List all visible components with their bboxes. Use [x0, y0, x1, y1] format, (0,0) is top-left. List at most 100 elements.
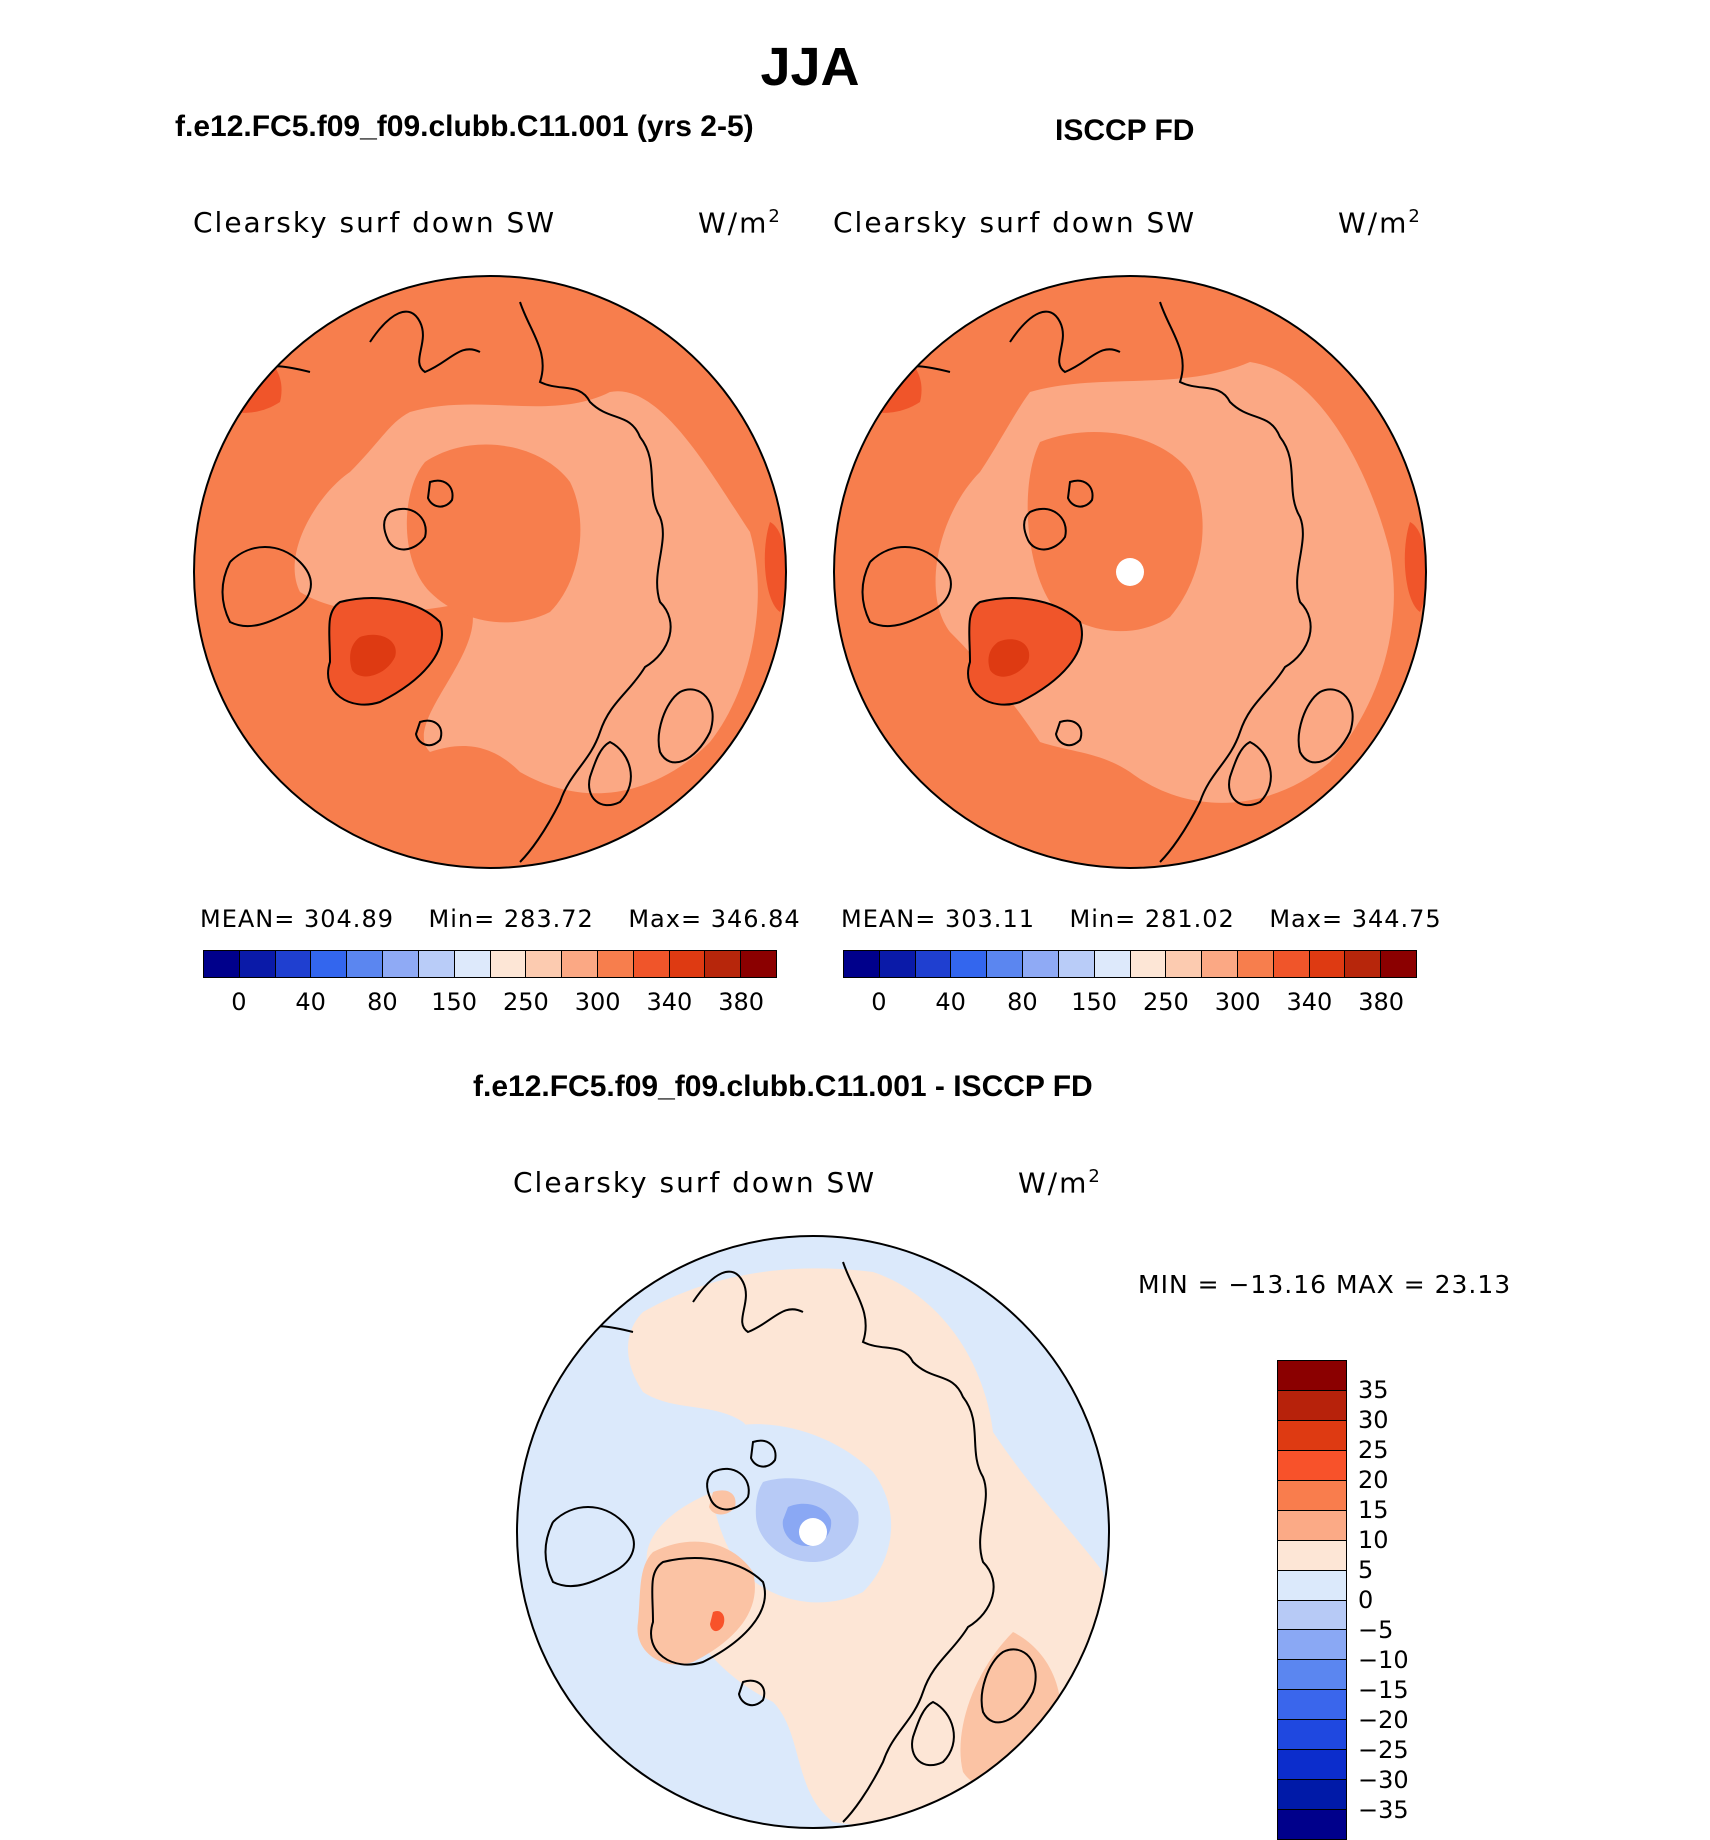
- colorbar-segment: [1023, 951, 1059, 977]
- colorbar-tick-label: 5: [1358, 1556, 1374, 1584]
- obs-colorbar-ticks: 0 40 80 150 250 300 340 380: [843, 988, 1417, 1018]
- colorbar-tick-label: −20: [1358, 1706, 1409, 1734]
- colorbar-segment: [1381, 951, 1416, 977]
- coastlines: [544, 1261, 1094, 1823]
- greenland-core-region: [988, 639, 1030, 677]
- diff-greenland-positive: [637, 1541, 755, 1665]
- colorbar-tick-label: −25: [1358, 1736, 1409, 1764]
- colorbar-segment: [1278, 1510, 1346, 1541]
- colorbar-tick-label: −15: [1358, 1676, 1409, 1704]
- colorbar-segment: [1278, 1390, 1346, 1421]
- colorbar-segment: [1130, 951, 1167, 977]
- map-boundary: [516, 1235, 1110, 1829]
- colorbar-segment: [383, 951, 419, 977]
- colorbar-tick-label: 80: [367, 988, 398, 1016]
- colorbar-segment: [879, 951, 916, 977]
- colorbar-segment: [987, 951, 1024, 977]
- colorbar-segment: [418, 951, 455, 977]
- model-colorbar-ticks: 0 40 80 150 250 300 340 380: [203, 988, 777, 1018]
- colorbar-segment: [275, 951, 312, 977]
- edge-patch-left: [195, 345, 282, 413]
- colorbar-segment: [844, 951, 880, 977]
- colorbar-segment: [1278, 1750, 1346, 1781]
- colorbar-segment: [705, 951, 742, 977]
- obs-heading: ISCCP FD: [1055, 114, 1195, 147]
- map-boundary: [833, 275, 1427, 869]
- colorbar-segment: [526, 951, 563, 977]
- colorbar-tick-label: 300: [1214, 988, 1261, 1016]
- colorbar-tick-label: 250: [502, 988, 549, 1016]
- colorbar-tick-label: 340: [1286, 988, 1333, 1016]
- colorbar-tick-label: 0: [871, 988, 887, 1016]
- colorbar-tick-label: 10: [1358, 1526, 1389, 1554]
- difference-polar-map: [516, 1235, 1110, 1829]
- diff-variable-label: Clearsky surf down SW: [513, 1166, 877, 1199]
- colorbar-tick-label: 380: [1358, 988, 1405, 1016]
- model-polar-map: [193, 275, 787, 869]
- colorbar-segment: [1278, 1630, 1346, 1661]
- arctic-ocean-region: [1027, 432, 1203, 632]
- colorbar-tick-label: 0: [1358, 1586, 1374, 1614]
- colorbar-segment: [915, 951, 952, 977]
- diff-units-label: W/m2: [1018, 1166, 1102, 1200]
- model-mean: 304.89: [304, 905, 394, 933]
- colorbar-segment: [1202, 951, 1238, 977]
- main-title: JJA: [760, 37, 860, 97]
- colorbar-segment: [1278, 1540, 1346, 1571]
- colorbar-tick-label: 30: [1358, 1406, 1389, 1434]
- colorbar-segment: [1166, 951, 1203, 977]
- colorbar-tick-label: 40: [295, 988, 326, 1016]
- colorbar-segment: [204, 951, 240, 977]
- colorbar-segment: [1058, 951, 1095, 977]
- model-min: 283.72: [503, 905, 594, 933]
- colorbar-segment: [1278, 1480, 1346, 1511]
- colorbar-tick-label: 40: [935, 988, 966, 1016]
- colorbar-segment: [1278, 1780, 1346, 1811]
- colorbar-segment: [1278, 1660, 1346, 1691]
- colorbar-segment: [1237, 951, 1274, 977]
- colorbar-segment: [633, 951, 670, 977]
- obs-stats: MEAN= 303.11 Min= 281.02 Max= 344.75: [841, 905, 1442, 933]
- model-heading: f.e12.FC5.f09_f09.clubb.C11.001 (yrs 2-5…: [175, 110, 754, 143]
- colorbar-tick-label: 150: [1071, 988, 1118, 1016]
- pole-hole: [1116, 558, 1144, 586]
- obs-units-label: W/m2: [1338, 206, 1422, 240]
- colorbar-tick-label: 380: [718, 988, 765, 1016]
- colorbar-segment: [669, 951, 706, 977]
- difference-colorbar: [1277, 1360, 1347, 1840]
- colorbar-segment: [1278, 1450, 1346, 1481]
- colorbar-tick-label: 25: [1358, 1436, 1389, 1464]
- colorbar-tick-label: 20: [1358, 1466, 1389, 1494]
- difference-colorbar-ticks: 35 30 25 20 15 10 5 0 −5 −10 −15 −20 −25 −30 −35: [1358, 1360, 1438, 1840]
- obs-variable-label: Clearsky surf down SW: [833, 206, 1197, 239]
- model-units-label: W/m2: [698, 206, 782, 240]
- diff-hotspot: [710, 1610, 725, 1632]
- colorbar-tick-label: 80: [1007, 988, 1038, 1016]
- diff-minmax: MIN = −13.16 MAX = 23.13: [1138, 1270, 1512, 1299]
- edge-patch-right: [1404, 522, 1426, 612]
- colorbar-segment: [454, 951, 491, 977]
- colorbar-tick-label: 340: [646, 988, 693, 1016]
- colorbar-tick-label: −5: [1358, 1616, 1394, 1644]
- colorbar-segment: [1278, 1600, 1346, 1631]
- colorbar-segment: [1345, 951, 1382, 977]
- colorbar-segment: [951, 951, 988, 977]
- greenland-core-region: [350, 634, 396, 677]
- colorbar-segment: [1278, 1810, 1346, 1839]
- obs-polar-map: [833, 275, 1427, 869]
- arctic-ocean-region: [406, 444, 581, 623]
- colorbar-tick-label: 0: [231, 988, 247, 1016]
- model-colorbar: [203, 950, 777, 978]
- colorbar-segment: [490, 951, 527, 977]
- colorbar-segment: [741, 951, 776, 977]
- colorbar-tick-label: −30: [1358, 1766, 1409, 1794]
- obs-mean: 303.11: [945, 905, 1035, 933]
- obs-colorbar: [843, 950, 1417, 978]
- pole-hole: [799, 1518, 827, 1546]
- colorbar-segment: [311, 951, 348, 977]
- difference-heading: f.e12.FC5.f09_f09.clubb.C11.001 - ISCCP …: [473, 1070, 1093, 1103]
- model-variable-label: Clearsky surf down SW: [193, 206, 557, 239]
- colorbar-tick-label: 300: [574, 988, 621, 1016]
- colorbar-segment: [1278, 1420, 1346, 1451]
- colorbar-tick-label: −10: [1358, 1646, 1409, 1674]
